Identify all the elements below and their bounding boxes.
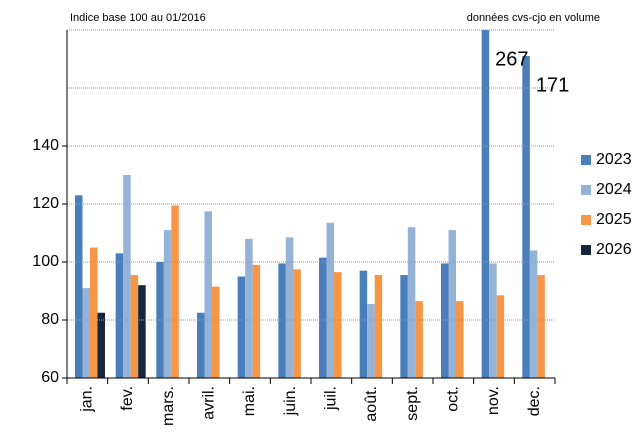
y-tick-label: 140 <box>32 137 59 154</box>
bar <box>245 238 253 378</box>
bar <box>163 230 172 378</box>
legend-swatch <box>581 245 591 255</box>
bar <box>115 253 124 378</box>
bar <box>171 205 179 378</box>
legend-label: 2025 <box>596 211 632 228</box>
bar <box>293 269 301 378</box>
legend-swatch <box>581 215 591 225</box>
bar <box>75 195 83 378</box>
bar <box>489 263 497 378</box>
bar <box>319 257 327 378</box>
bar <box>204 211 212 378</box>
legend-label: 2024 <box>596 181 632 198</box>
legend-label: 2026 <box>596 241 632 258</box>
bar <box>212 286 220 378</box>
x-tick-label: jan. <box>79 386 96 413</box>
bar <box>285 237 294 378</box>
x-tick-label: juin. <box>282 386 299 416</box>
bar <box>82 288 90 378</box>
x-tick-label: août. <box>363 386 380 422</box>
x-tick-label: avril. <box>201 386 218 420</box>
x-tick-label: mars. <box>160 386 177 426</box>
bar <box>537 275 545 378</box>
legend-swatch <box>581 155 591 165</box>
legend-label: 2023 <box>596 151 632 168</box>
bar <box>374 275 383 378</box>
bar <box>448 230 456 378</box>
bar <box>123 175 131 378</box>
x-tick-label: oct. <box>445 386 462 412</box>
bar <box>529 250 538 378</box>
x-tick-label: fev. <box>119 386 136 411</box>
bar <box>441 263 449 378</box>
bar <box>130 275 139 378</box>
bar <box>252 264 261 378</box>
bar <box>456 301 464 378</box>
legend-swatch <box>581 185 591 195</box>
bar <box>415 301 423 378</box>
bar <box>156 262 164 378</box>
y-tick-label: 60 <box>41 369 59 386</box>
x-tick-label: mai. <box>241 386 258 416</box>
bar <box>278 263 286 378</box>
bar <box>367 304 375 378</box>
bar <box>90 247 98 378</box>
bar <box>400 275 408 378</box>
bar <box>197 312 205 378</box>
x-tick-label: sept. <box>404 386 421 421</box>
y-tick-label: 100 <box>32 253 59 270</box>
bar <box>138 285 146 378</box>
y-tick-label: 120 <box>32 195 59 212</box>
bar <box>359 270 368 378</box>
chart-subtitle: Indice base 100 au 01/2016 <box>70 12 206 24</box>
bar <box>97 312 105 378</box>
bar <box>237 276 246 378</box>
x-tick-label: nov. <box>485 386 502 415</box>
bar <box>522 56 530 378</box>
chart-note: données cvs-cjo en volume <box>467 12 600 24</box>
x-tick-label: dec. <box>526 386 543 416</box>
plot-area <box>75 30 545 378</box>
bar <box>334 272 342 378</box>
data-label: 171 <box>536 74 569 96</box>
bar <box>326 222 334 378</box>
y-tick-label: 80 <box>41 311 59 328</box>
data-label: 267 <box>495 48 528 70</box>
x-tick-label: juil. <box>323 386 340 411</box>
bar <box>496 295 505 378</box>
bar <box>481 30 490 378</box>
bar <box>407 227 416 378</box>
